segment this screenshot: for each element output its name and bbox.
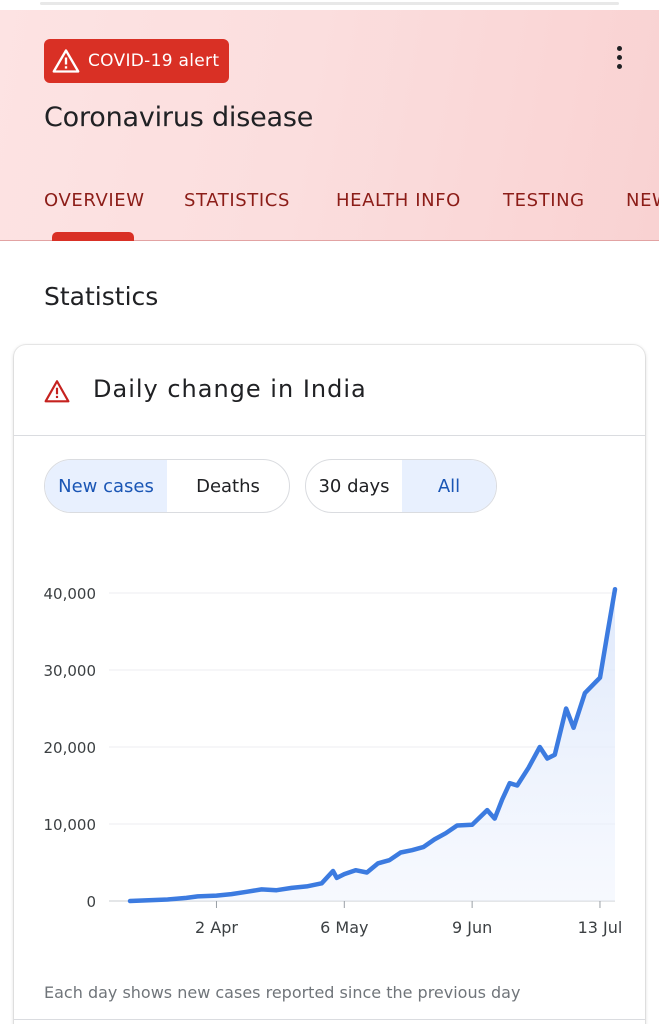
warning-icon bbox=[52, 49, 80, 73]
tab-testing[interactable]: TESTING bbox=[503, 190, 585, 211]
x-tick-label: 13 Jul bbox=[578, 918, 623, 937]
daily-cases-chart: 0 10,000 20,000 30,000 40,000 2 Apr 6 May 9 Ju… bbox=[44, 585, 623, 937]
tab-statistics[interactable]: STATISTICS bbox=[184, 190, 290, 211]
chart-area bbox=[130, 589, 615, 901]
y-tick-label: 40,000 bbox=[44, 585, 97, 603]
card-header: Daily change in India bbox=[14, 345, 645, 436]
y-tick-label: 20,000 bbox=[44, 739, 97, 757]
x-tick-label: 2 Apr bbox=[195, 918, 238, 937]
tab-health-info[interactable]: HEALTH INFO bbox=[336, 190, 461, 211]
range-toggle: 30 days All bbox=[305, 459, 497, 513]
section-title: Statistics bbox=[44, 282, 159, 311]
chart-note: Each day shows new cases reported since … bbox=[44, 983, 521, 1002]
page-title: Coronavirus disease bbox=[44, 102, 314, 133]
stats-card: Daily change in India New cases Deaths 3… bbox=[14, 345, 645, 1024]
y-tick-label: 10,000 bbox=[44, 816, 97, 834]
active-tab-indicator bbox=[52, 232, 134, 241]
tab-news[interactable]: NEWS bbox=[626, 190, 659, 211]
x-tick-label: 6 May bbox=[320, 918, 368, 937]
y-tick-label: 0 bbox=[86, 893, 96, 911]
card-title: Daily change in India bbox=[93, 375, 367, 403]
chart-series-line bbox=[127, 586, 618, 904]
status-strip bbox=[0, 0, 659, 10]
more-options-icon[interactable] bbox=[604, 42, 634, 72]
tab-bar: OVERVIEW STATISTICS HEALTH INFO TESTING … bbox=[0, 186, 659, 240]
deaths-option[interactable]: Deaths bbox=[196, 475, 260, 497]
alert-label: COVID-19 alert bbox=[88, 51, 220, 71]
covid-alert-badge[interactable]: COVID-19 alert bbox=[44, 39, 230, 83]
tab-overview[interactable]: OVERVIEW bbox=[44, 190, 145, 211]
new-cases-option[interactable]: New cases bbox=[45, 460, 167, 512]
thirty-days-option[interactable]: 30 days bbox=[318, 475, 390, 497]
y-tick-label: 30,000 bbox=[44, 662, 97, 680]
metric-toggle: New cases Deaths bbox=[44, 459, 290, 513]
x-tick-label: 9 Jun bbox=[452, 918, 492, 937]
covid-header: COVID-19 alert Coronavirus disease OVERV… bbox=[0, 10, 659, 241]
card-divider bbox=[14, 1019, 645, 1020]
all-option[interactable]: All bbox=[402, 460, 496, 512]
warning-icon bbox=[44, 380, 70, 403]
